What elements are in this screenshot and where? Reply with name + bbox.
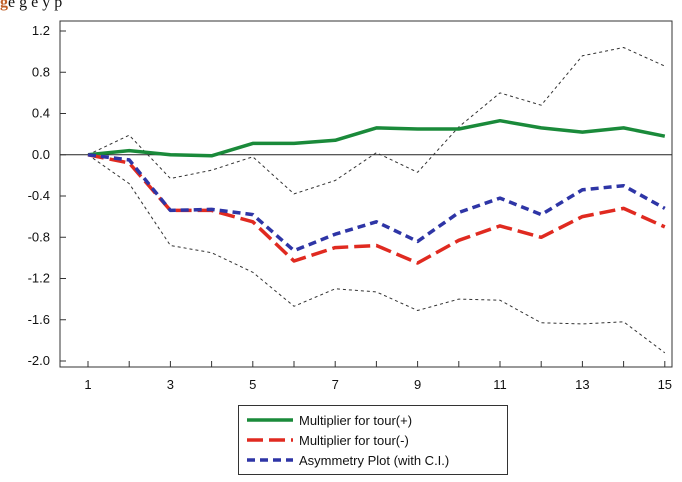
y-tick-label: 0.4 [32,106,50,121]
caption-lead: g [0,0,8,11]
y-axis-ticks: 1.2 0.8 0.4 0.0 -0.4 -0.8 -1.2 -1.6 -2.0 [28,23,66,368]
x-tick-label: 1 [84,377,91,392]
legend-label-asymmetry: Asymmetry Plot (with C.I.) [299,452,450,468]
legend-item-negative: Multiplier for tour(-) [247,430,507,450]
plot-border [59,20,673,368]
x-tick-label: 7 [332,377,339,392]
y-tick-label: 1.2 [32,23,50,38]
legend-item-positive: Multiplier for tour(+) [247,410,507,430]
y-tick-label: -2.0 [28,353,50,368]
series-line-2 [87,153,666,253]
legend-swatch-positive [247,418,293,422]
x-tick-label: 9 [414,377,421,392]
x-tick-label: 5 [249,377,256,392]
x-tick-label: 11 [493,377,507,392]
y-tick-label: -0.4 [28,188,50,203]
figure-caption: ge g e y p [0,0,682,14]
x-axis-ticks: 1 3 5 7 9 11 13 15 [84,361,672,392]
x-tick-label: 15 [658,377,672,392]
plot-frame [59,20,673,368]
series-line-4 [87,154,666,354]
legend: Multiplier for tour(+) Multiplier for to… [238,405,508,475]
caption-text: e g e y p [8,0,63,11]
y-tick-label: -1.6 [28,312,50,327]
y-tick-label: -0.8 [28,229,50,244]
legend-label-negative: Multiplier for tour(-) [299,432,409,448]
x-tick-label: 3 [167,377,174,392]
y-tick-label: 0.0 [32,147,50,162]
series-lines [87,47,666,354]
x-tick-label: 13 [575,377,589,392]
series-line-3 [87,47,666,195]
legend-swatch-negative [247,438,293,442]
y-tick-label: 0.8 [32,64,50,79]
y-tick-label: -1.2 [28,271,50,286]
legend-label-positive: Multiplier for tour(+) [299,412,413,428]
legend-swatch-asymmetry [247,458,293,462]
series-line-0 [87,118,666,158]
legend-item-asymmetry: Asymmetry Plot (with C.I.) [247,450,507,470]
